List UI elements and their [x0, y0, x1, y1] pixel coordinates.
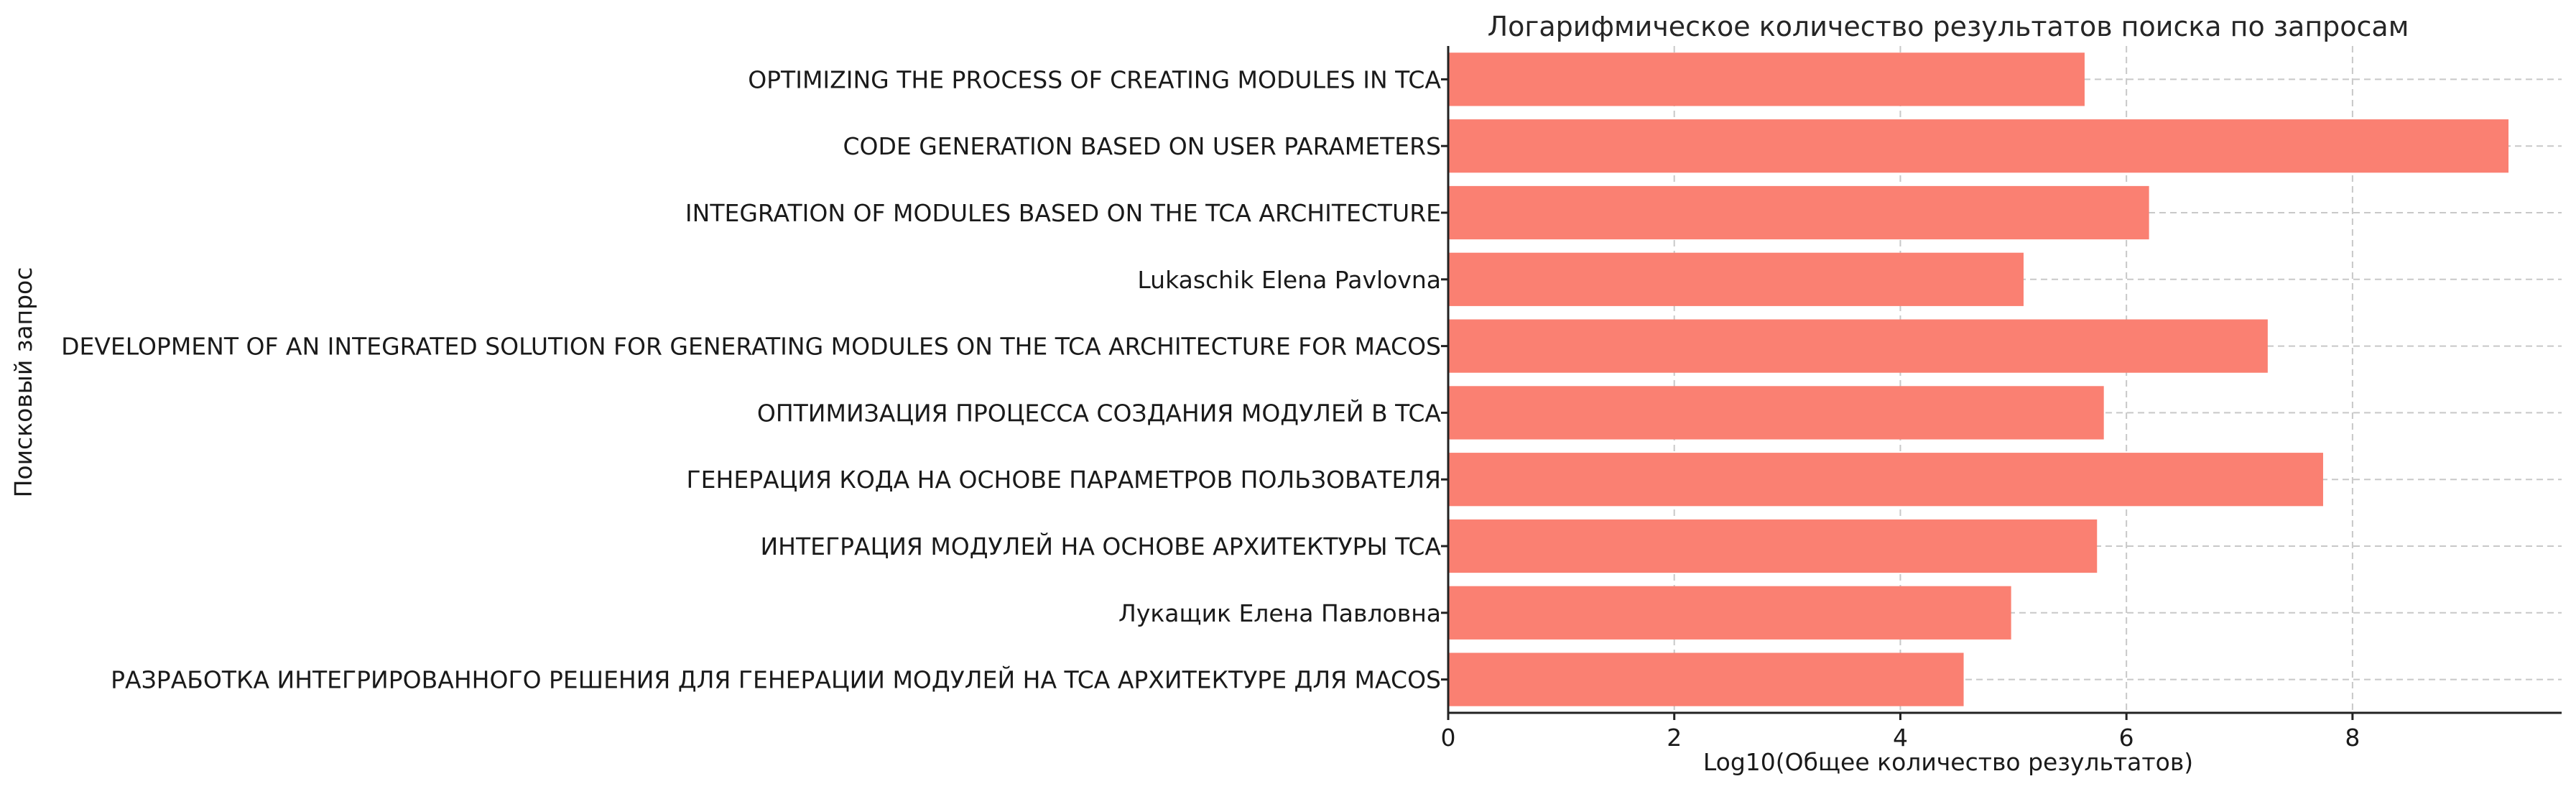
bar-9: [1448, 652, 1964, 706]
y-tick-label-6: ГЕНЕРАЦИЯ КОДА НА ОСНОВЕ ПАРАМЕТРОВ ПОЛЬ…: [687, 466, 1441, 494]
y-tick-label-3: Lukaschik Elena Pavlovna: [1137, 266, 1441, 294]
bar-1: [1448, 119, 2509, 173]
x-tick-label-4: 8: [2345, 724, 2360, 752]
y-tick-label-4: DEVELOPMENT OF AN INTEGRATED SOLUTION FO…: [61, 333, 1441, 361]
x-axis-title: Log10(Общее количество результатов): [1703, 748, 2193, 776]
y-tick-label-5: ОПТИМИЗАЦИЯ ПРОЦЕССА СОЗДАНИЯ МОДУЛЕЙ В …: [757, 398, 1442, 427]
bar-5: [1448, 386, 2104, 440]
chart-title: Логарифмическое количество результатов п…: [1488, 11, 2409, 42]
bar-4: [1448, 319, 2268, 373]
y-tick-label-9: РАЗРАБОТКА ИНТЕГРИРОВАННОГО РЕШЕНИЯ ДЛЯ …: [111, 665, 1441, 694]
bar-0: [1448, 52, 2085, 106]
bar-7: [1448, 519, 2098, 573]
label-layer: OPTIMIZING THE PROCESS OF CREATING MODUL…: [61, 65, 2360, 752]
y-tick-label-2: INTEGRATION OF MODULES BASED ON THE TCA …: [685, 199, 1441, 227]
x-tick-label-0: 0: [1441, 724, 1456, 752]
bar-6: [1448, 453, 2323, 507]
x-tick-label-2: 4: [1893, 724, 1908, 752]
bar-layer: [1448, 52, 2509, 706]
bar-8: [1448, 586, 2011, 640]
y-tick-label-7: ИНТЕГРАЦИЯ МОДУЛЕЙ НА ОСНОВЕ АРХИТЕКТУРЫ…: [761, 532, 1442, 560]
y-tick-label-8: Лукащик Елена Павловна: [1118, 599, 1441, 627]
axis-layer: [1441, 46, 2562, 720]
bar-3: [1448, 252, 2024, 306]
y-axis-title: Поисковый запрос: [9, 267, 37, 498]
y-tick-label-1: CODE GENERATION BASED ON USER PARAMETERS: [843, 132, 1441, 160]
y-tick-label-0: OPTIMIZING THE PROCESS OF CREATING MODUL…: [748, 65, 1441, 93]
x-tick-label-3: 6: [2119, 724, 2134, 752]
x-tick-label-1: 2: [1667, 724, 1682, 752]
bar-2: [1448, 185, 2149, 240]
